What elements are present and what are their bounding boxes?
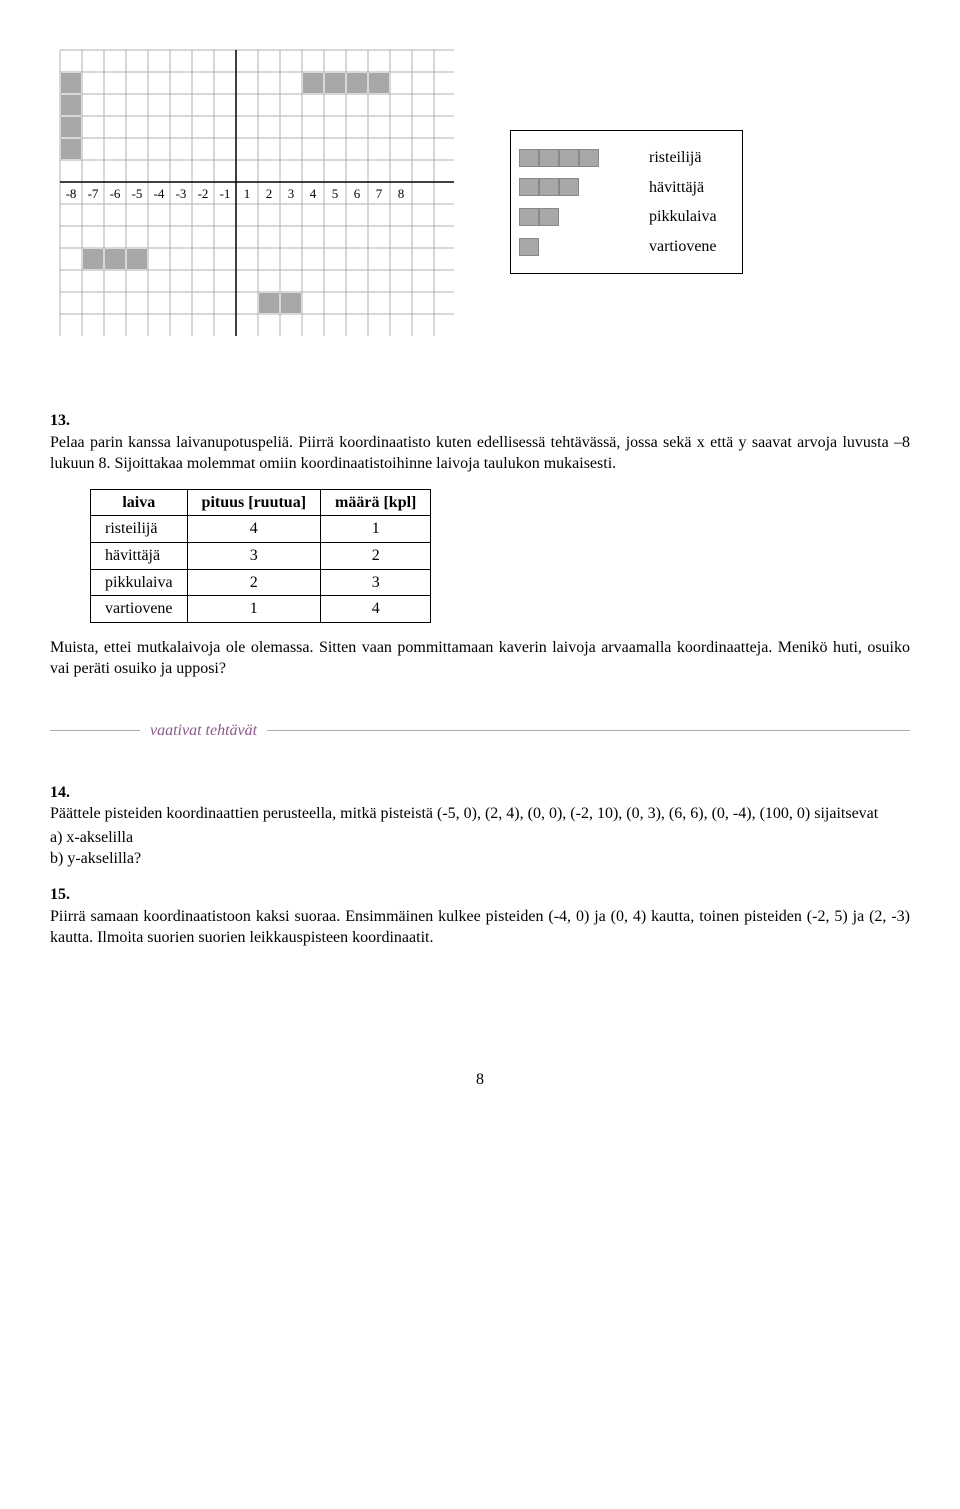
svg-text:7: 7 (376, 186, 383, 201)
table-cell: 1 (321, 516, 431, 543)
legend-row: hävittäjä (519, 177, 717, 199)
divider-label: vaativat tehtävät (140, 720, 267, 742)
q13-number: 13. (50, 410, 910, 432)
table-row: vartiovene14 (91, 596, 431, 623)
svg-text:-8: -8 (66, 186, 77, 201)
q14-number: 14. (50, 782, 910, 804)
svg-text:-6: -6 (110, 186, 121, 201)
ships-table-header: pituus [ruutua] (187, 489, 320, 516)
svg-text:4: 4 (310, 186, 317, 201)
q15-paragraph: Piirrä samaan koordinaatistoon kaksi suo… (50, 906, 910, 949)
q14-paragraph: Päättele pisteiden koordinaattien perust… (50, 803, 910, 825)
legend-ship-icon (519, 149, 599, 167)
q15-number: 15. (50, 884, 910, 906)
legend-ship-icon (519, 178, 579, 196)
svg-text:-7: -7 (88, 186, 99, 201)
table-cell: 3 (321, 569, 431, 596)
table-cell: 2 (321, 542, 431, 569)
table-cell: 1 (187, 596, 320, 623)
divider-line-right (267, 730, 910, 731)
legend-label: risteilijä (649, 147, 701, 169)
ships-table: laivapituus [ruutua]määrä [kpl] risteili… (90, 489, 431, 623)
coordinate-grid: -8 -7 -6 -5 -4 -3 -2 -1 12345678 (50, 40, 450, 360)
section-divider: vaativat tehtävät (50, 720, 910, 742)
legend-ship-icon (519, 238, 539, 256)
page-number: 8 (50, 1069, 910, 1091)
question-14: 14. Päättele pisteiden koordinaattien pe… (50, 782, 910, 870)
svg-text:3: 3 (288, 186, 295, 201)
table-cell: 3 (187, 542, 320, 569)
question-13: 13. Pelaa parin kanssa laivanupotuspeliä… (50, 410, 910, 680)
svg-text:1: 1 (244, 186, 251, 201)
svg-text:-1: -1 (220, 186, 231, 201)
q13-paragraph-1: Pelaa parin kanssa laivanupotuspeliä. Pi… (50, 432, 910, 475)
q14-option-a: a) x-akselilla (50, 827, 910, 849)
svg-text:-3: -3 (176, 186, 187, 201)
q13-paragraph-2: Muista, ettei mutkalaivoja ole olemassa.… (50, 637, 910, 680)
question-15: 15. Piirrä samaan koordinaatistoon kaksi… (50, 884, 910, 949)
ships-table-header: määrä [kpl] (321, 489, 431, 516)
legend-ship-icon (519, 208, 559, 226)
table-row: risteilijä41 (91, 516, 431, 543)
svg-text:6: 6 (354, 186, 361, 201)
table-cell: hävittäjä (91, 542, 188, 569)
table-row: pikkulaiva23 (91, 569, 431, 596)
legend-label: pikkulaiva (649, 206, 717, 228)
svg-text:-5: -5 (132, 186, 143, 201)
svg-text:-2: -2 (198, 186, 209, 201)
table-cell: pikkulaiva (91, 569, 188, 596)
legend-row: pikkulaiva (519, 206, 717, 228)
legend-label: vartiovene (649, 236, 717, 258)
legend-row: vartiovene (519, 236, 717, 258)
table-row: hävittäjä32 (91, 542, 431, 569)
table-cell: 4 (321, 596, 431, 623)
top-figure-row: -8 -7 -6 -5 -4 -3 -2 -1 12345678 risteilijä hävit… (50, 40, 910, 360)
table-cell: vartiovene (91, 596, 188, 623)
table-cell: risteilijä (91, 516, 188, 543)
table-cell: 2 (187, 569, 320, 596)
divider-line-left (50, 730, 140, 731)
grid-svg: -8 -7 -6 -5 -4 -3 -2 -1 12345678 (50, 40, 454, 346)
svg-text:5: 5 (332, 186, 339, 201)
ships-table-header: laiva (91, 489, 188, 516)
svg-text:8: 8 (398, 186, 405, 201)
svg-text:2: 2 (266, 186, 273, 201)
q14-option-b: b) y-akselilla? (50, 848, 910, 870)
table-cell: 4 (187, 516, 320, 543)
legend-row: risteilijä (519, 147, 717, 169)
ship-legend-box: risteilijä hävittäjä pikkulaiva vartiovene (510, 130, 743, 274)
legend-label: hävittäjä (649, 177, 704, 199)
q14-options: a) x-akselilla b) y-akselilla? (50, 827, 910, 870)
svg-text:-4: -4 (154, 186, 165, 201)
